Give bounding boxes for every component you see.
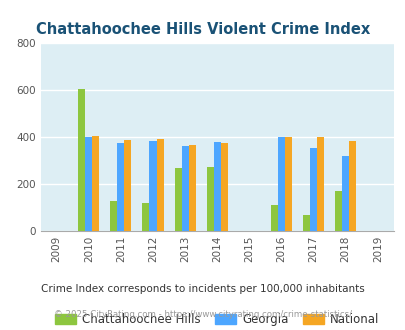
- Bar: [270, 205, 277, 231]
- Bar: [309, 148, 316, 231]
- Bar: [85, 137, 92, 231]
- Bar: [316, 137, 323, 231]
- Text: Chattahoochee Hills Violent Crime Index: Chattahoochee Hills Violent Crime Index: [36, 22, 369, 37]
- Bar: [277, 137, 284, 231]
- Bar: [174, 168, 181, 231]
- Bar: [142, 203, 149, 231]
- Bar: [124, 140, 131, 231]
- Text: © 2025 CityRating.com - https://www.cityrating.com/crime-statistics/: © 2025 CityRating.com - https://www.city…: [54, 311, 351, 319]
- Text: Crime Index corresponds to incidents per 100,000 inhabitants: Crime Index corresponds to incidents per…: [41, 284, 364, 294]
- Bar: [181, 147, 188, 231]
- Bar: [334, 190, 341, 231]
- Bar: [302, 214, 309, 231]
- Bar: [188, 145, 195, 231]
- Bar: [206, 167, 213, 231]
- Bar: [92, 137, 99, 231]
- Bar: [213, 142, 220, 231]
- Legend: Chattahoochee Hills, Georgia, National: Chattahoochee Hills, Georgia, National: [50, 308, 383, 330]
- Bar: [117, 143, 124, 231]
- Bar: [284, 137, 291, 231]
- Bar: [110, 201, 117, 231]
- Bar: [78, 89, 85, 231]
- Bar: [220, 143, 227, 231]
- Bar: [156, 139, 163, 231]
- Bar: [348, 141, 355, 231]
- Bar: [341, 156, 348, 231]
- Bar: [149, 141, 156, 231]
